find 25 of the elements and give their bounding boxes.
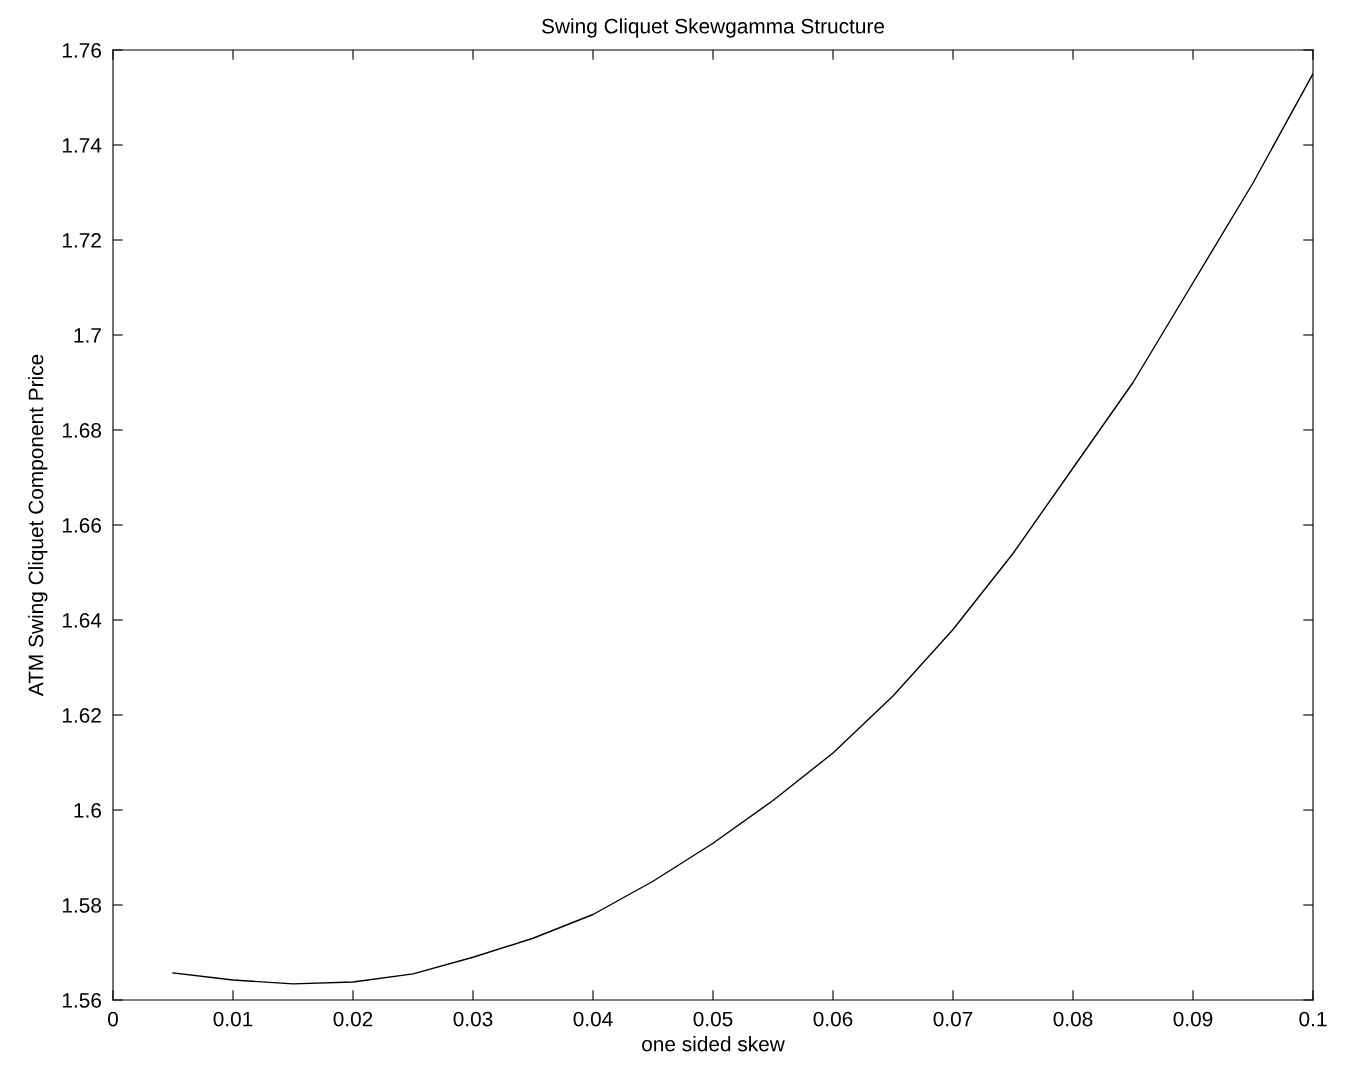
y-axis-title: ATM Swing Cliquet Component Price xyxy=(28,354,48,697)
x-tick-label: 0.05 xyxy=(693,1011,733,1027)
x-tick-label: 0.06 xyxy=(813,1011,853,1027)
y-tick-label: 1.64 xyxy=(62,613,102,628)
x-tick-label: 0.08 xyxy=(1053,1011,1093,1027)
y-tick-label: 1.7 xyxy=(74,328,101,343)
x-axis-title: one sided skew xyxy=(642,1036,785,1052)
y-tick-label: 1.68 xyxy=(62,423,101,438)
y-tick-label: 1.76 xyxy=(62,43,101,58)
x-tick-label: 0.04 xyxy=(573,1011,613,1027)
x-tick-label: 0.03 xyxy=(453,1011,493,1027)
chart-title: Swing Cliquet Skewgamma Structure xyxy=(542,18,885,38)
y-tick-label: 1.56 xyxy=(62,993,101,1008)
y-tick-label: 1.6 xyxy=(74,803,101,818)
x-tick-label: 0.01 xyxy=(213,1011,253,1027)
y-tick-label: 1.72 xyxy=(62,233,101,248)
y-tick-label: 1.58 xyxy=(62,898,101,913)
y-tick-label: 1.66 xyxy=(62,518,101,533)
x-tick-label: 0.07 xyxy=(933,1011,973,1027)
x-tick-label: 0 xyxy=(108,1011,118,1027)
y-tick-label: 1.74 xyxy=(62,138,102,153)
y-tick-label: 1.62 xyxy=(62,708,101,723)
x-tick-label: 0.1 xyxy=(1299,1011,1327,1027)
x-tick-label: 0.09 xyxy=(1173,1011,1213,1027)
x-tick-label: 0.02 xyxy=(333,1011,373,1027)
